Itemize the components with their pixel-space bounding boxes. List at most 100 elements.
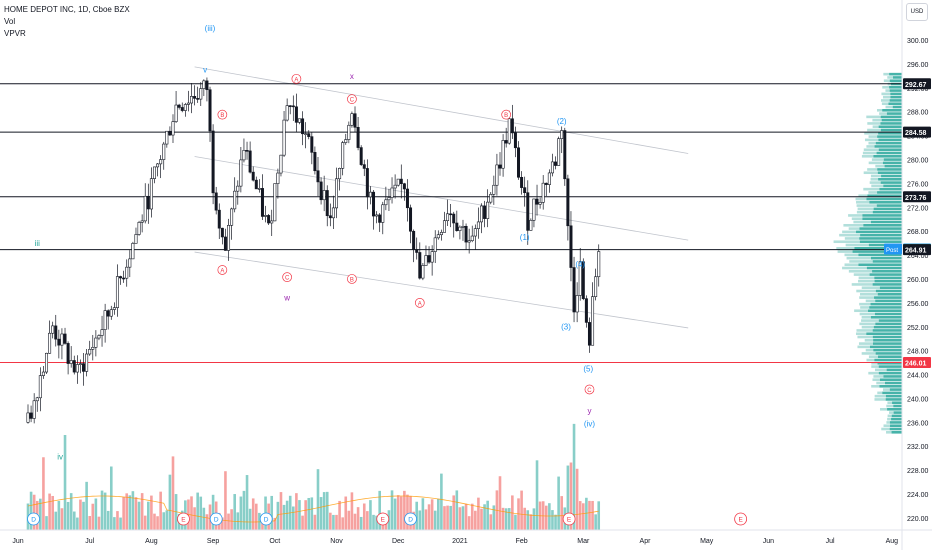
earnings-marker-label[interactable]: E bbox=[738, 517, 743, 524]
candle-body[interactable] bbox=[489, 194, 493, 203]
volume-indicator-label[interactable]: Vol bbox=[4, 17, 16, 26]
candle-body[interactable] bbox=[60, 333, 64, 346]
wave-label[interactable]: A bbox=[220, 268, 224, 274]
trend-channel-line[interactable] bbox=[194, 66, 689, 154]
candle-body[interactable] bbox=[35, 397, 39, 402]
earnings-marker-label[interactable]: E bbox=[381, 517, 386, 524]
candle-body[interactable] bbox=[439, 232, 443, 236]
time-axis[interactable]: Jun Jul Aug Sep Oct Nov Dec 2021 Feb Mar Apr May Jun… bbox=[12, 538, 898, 545]
candle-body[interactable] bbox=[78, 363, 82, 365]
wave-circle-marker[interactable] bbox=[501, 109, 512, 120]
candle-body[interactable] bbox=[338, 168, 342, 180]
candle-body[interactable] bbox=[498, 164, 502, 169]
wave-label[interactable]: (3) bbox=[561, 323, 571, 332]
candle-body[interactable] bbox=[260, 188, 264, 217]
candle-body[interactable] bbox=[492, 184, 496, 195]
wave-label[interactable]: (4) bbox=[575, 260, 585, 269]
candle-body[interactable] bbox=[554, 161, 558, 166]
candle-body[interactable] bbox=[523, 187, 527, 194]
candle-body[interactable] bbox=[186, 102, 190, 105]
candle-body[interactable] bbox=[495, 164, 499, 186]
candle-body[interactable] bbox=[288, 105, 292, 107]
candle-body[interactable] bbox=[146, 195, 150, 210]
wave-circle-marker[interactable] bbox=[584, 384, 595, 395]
candle-body[interactable] bbox=[316, 170, 320, 183]
candle-body[interactable] bbox=[587, 322, 591, 346]
candle-body[interactable] bbox=[264, 215, 268, 217]
candle-body[interactable] bbox=[446, 213, 450, 222]
wave-label[interactable]: B bbox=[220, 113, 224, 119]
candle-body[interactable] bbox=[220, 227, 224, 238]
candle-body[interactable] bbox=[501, 140, 505, 169]
wave-label[interactable]: (2) bbox=[557, 117, 567, 126]
candle-body[interactable] bbox=[563, 130, 567, 180]
wave-circle-marker[interactable] bbox=[282, 272, 292, 283]
candle-body[interactable] bbox=[473, 228, 477, 237]
wave-label[interactable]: iv bbox=[57, 452, 63, 461]
candle-body[interactable] bbox=[322, 190, 326, 201]
candle-body[interactable] bbox=[464, 225, 468, 243]
candle-body[interactable] bbox=[532, 198, 536, 221]
wave-label[interactable]: w bbox=[283, 293, 290, 302]
candle-body[interactable] bbox=[162, 143, 166, 160]
candle-body[interactable] bbox=[291, 105, 295, 108]
candle-body[interactable] bbox=[424, 255, 428, 266]
candle-body[interactable] bbox=[180, 107, 184, 111]
candle-body[interactable] bbox=[115, 276, 119, 308]
candle-body[interactable] bbox=[529, 219, 533, 231]
wave-label[interactable]: (1) bbox=[520, 233, 530, 242]
candle-body[interactable] bbox=[569, 225, 573, 268]
candle-body[interactable] bbox=[248, 150, 252, 173]
wave-label[interactable]: (iii) bbox=[205, 24, 216, 33]
candle-body[interactable] bbox=[325, 190, 329, 217]
candle-body[interactable] bbox=[566, 178, 570, 227]
candle-body[interactable] bbox=[134, 234, 138, 244]
candle-body[interactable] bbox=[467, 240, 471, 243]
candle-body[interactable] bbox=[239, 159, 243, 187]
candle-body[interactable] bbox=[270, 220, 274, 224]
dividend-marker-label[interactable]: D bbox=[31, 517, 36, 524]
candle-body[interactable] bbox=[387, 197, 391, 201]
candle-body[interactable] bbox=[359, 147, 363, 165]
wave-label[interactable]: y bbox=[587, 406, 591, 415]
candle-body[interactable] bbox=[171, 121, 175, 136]
candle-body[interactable] bbox=[251, 171, 255, 181]
candle-body[interactable] bbox=[418, 252, 422, 279]
candle-body[interactable] bbox=[122, 277, 126, 280]
candle-body[interactable] bbox=[285, 105, 289, 121]
candle-body[interactable] bbox=[91, 346, 95, 350]
candle-body[interactable] bbox=[384, 199, 388, 206]
candle-body[interactable] bbox=[26, 412, 30, 423]
candle-body[interactable] bbox=[594, 276, 598, 297]
candle-body[interactable] bbox=[159, 159, 163, 165]
candle-body[interactable] bbox=[214, 192, 218, 211]
candle-body[interactable] bbox=[538, 202, 542, 205]
wave-circle-marker[interactable] bbox=[291, 73, 302, 84]
dividend-marker[interactable] bbox=[404, 512, 417, 526]
candle-body[interactable] bbox=[409, 207, 413, 232]
candle-body[interactable] bbox=[356, 126, 360, 148]
candle-body[interactable] bbox=[362, 164, 366, 169]
wave-label[interactable]: C bbox=[350, 98, 355, 104]
candle-body[interactable] bbox=[223, 236, 227, 251]
price-axis[interactable]: 300.00296.00292.00288.00284.00280.00276.… bbox=[907, 38, 929, 523]
candle-body[interactable] bbox=[72, 360, 76, 373]
candle-body[interactable] bbox=[513, 132, 517, 149]
candle-body[interactable] bbox=[100, 329, 104, 336]
candle-body[interactable] bbox=[334, 178, 338, 209]
wave-label[interactable]: C bbox=[285, 276, 290, 282]
trend-channel-line[interactable] bbox=[194, 251, 689, 329]
candle-body[interactable] bbox=[233, 190, 237, 210]
candle-body[interactable] bbox=[109, 309, 113, 317]
candle-body[interactable] bbox=[421, 265, 425, 279]
wave-circle-marker[interactable] bbox=[347, 274, 357, 284]
candle-body[interactable] bbox=[381, 204, 385, 223]
candle-body[interactable] bbox=[517, 147, 521, 178]
candle-body[interactable] bbox=[82, 363, 86, 372]
candle-body[interactable] bbox=[242, 150, 246, 161]
candle-body[interactable] bbox=[202, 80, 206, 89]
candle-body[interactable] bbox=[304, 133, 308, 135]
candle-body[interactable] bbox=[368, 191, 372, 198]
candle-body[interactable] bbox=[48, 332, 52, 354]
earnings-marker[interactable] bbox=[562, 512, 576, 526]
